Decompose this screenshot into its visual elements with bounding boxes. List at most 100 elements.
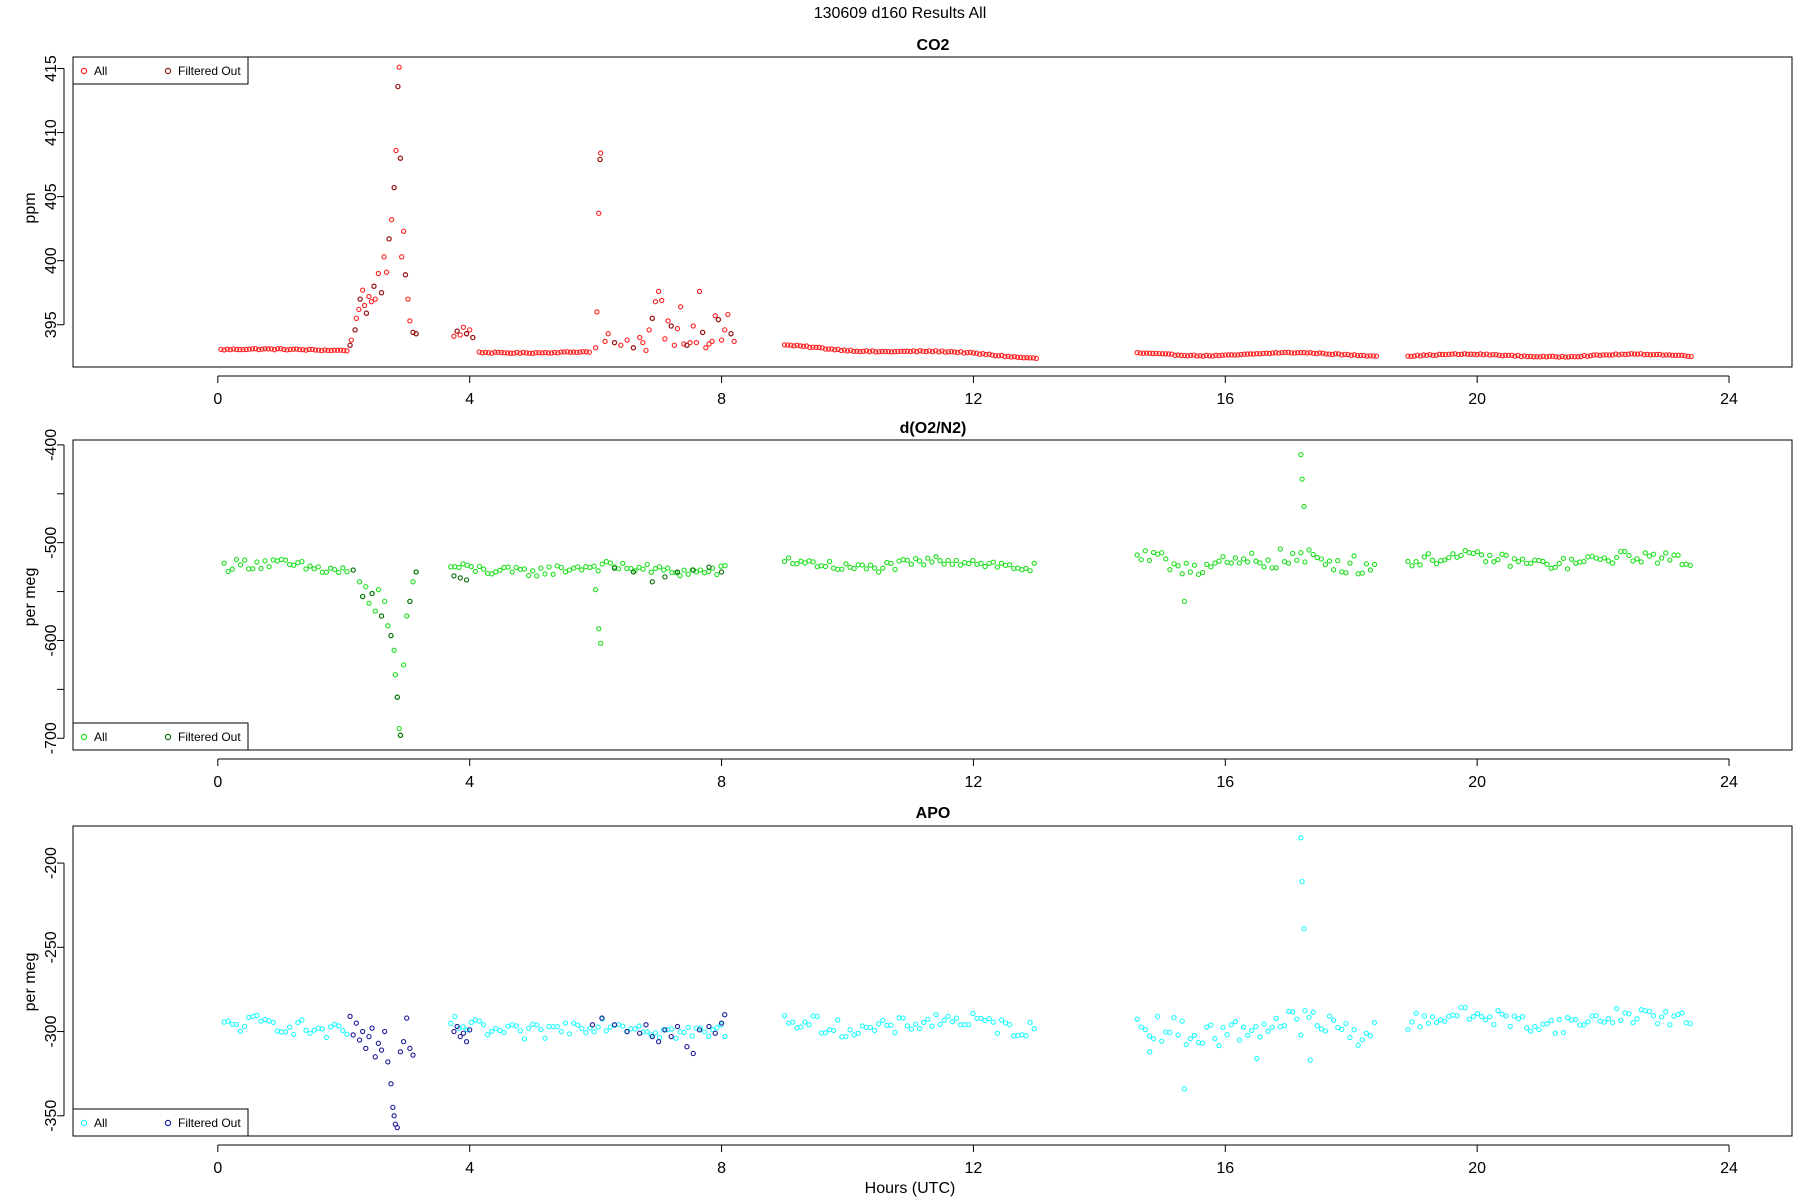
data-point	[718, 1020, 725, 1026]
data-point	[371, 283, 377, 289]
data-point	[1302, 559, 1308, 565]
data-point	[1646, 553, 1653, 559]
data-point	[1487, 1014, 1493, 1020]
data-point	[1285, 560, 1292, 566]
data-point	[237, 1028, 244, 1034]
data-point	[347, 1013, 353, 1020]
data-point	[229, 566, 235, 572]
data-point	[509, 569, 515, 575]
data-point	[690, 1050, 696, 1057]
data-point	[539, 350, 545, 356]
data-point	[1663, 1009, 1669, 1015]
data-point	[1002, 562, 1009, 569]
data-point	[1195, 571, 1202, 578]
data-point	[1552, 1030, 1558, 1036]
data-point	[876, 349, 882, 355]
data-point	[290, 346, 297, 352]
data-point	[592, 345, 599, 351]
data-point	[1330, 1017, 1337, 1023]
data-point	[517, 1028, 524, 1034]
data-point	[1511, 1013, 1517, 1019]
data-point	[714, 1025, 720, 1031]
data-point	[1335, 351, 1342, 357]
data-point	[925, 555, 931, 561]
data-point	[592, 586, 599, 593]
data-point	[1249, 1027, 1255, 1034]
data-point	[1298, 452, 1304, 458]
data-point	[652, 299, 659, 305]
x-tick-label: 16	[1216, 391, 1234, 408]
data-point	[640, 340, 646, 346]
data-point	[1181, 598, 1188, 605]
data-point	[1502, 352, 1509, 358]
data-point	[363, 584, 369, 590]
y-axis-label: ppm	[22, 192, 39, 223]
data-point	[410, 579, 416, 585]
data-point	[932, 348, 939, 354]
data-point	[1630, 558, 1636, 564]
data-point	[548, 350, 555, 356]
data-point	[607, 560, 614, 566]
data-point	[806, 1022, 812, 1028]
data-point	[1002, 354, 1008, 360]
data-point	[1254, 351, 1260, 357]
data-point	[916, 558, 923, 564]
data-point	[640, 566, 646, 572]
data-point	[583, 564, 589, 570]
data-point	[829, 346, 835, 352]
data-point	[1532, 1023, 1538, 1030]
data-point	[1543, 354, 1550, 360]
data-point	[1594, 352, 1600, 358]
data-point	[237, 346, 243, 353]
data-point	[492, 349, 498, 355]
data-point	[1179, 571, 1185, 577]
data-point	[1371, 1020, 1378, 1026]
data-point	[810, 344, 816, 350]
data-point	[1301, 503, 1307, 510]
data-point	[718, 569, 725, 575]
data-point	[1171, 561, 1177, 567]
x-tick-label: 24	[1720, 1160, 1738, 1177]
data-point	[307, 1030, 313, 1036]
data-point	[1245, 1032, 1251, 1038]
data-point	[876, 569, 882, 575]
data-point	[1318, 556, 1324, 562]
data-point	[1429, 557, 1436, 563]
data-point	[1354, 352, 1361, 359]
data-point	[388, 217, 395, 223]
data-point	[463, 331, 470, 337]
data-point	[396, 64, 402, 70]
data-point	[513, 564, 519, 571]
data-point	[385, 1059, 391, 1065]
data-point	[1433, 1019, 1440, 1026]
data-point	[892, 1029, 898, 1036]
data-point	[785, 555, 792, 561]
data-point	[1167, 1029, 1173, 1036]
data-point	[1204, 1024, 1210, 1030]
data-point	[410, 1052, 416, 1058]
data-point	[1326, 1013, 1333, 1019]
data-point	[1688, 353, 1694, 360]
data-point	[1288, 350, 1295, 356]
data-point	[982, 563, 988, 570]
data-point	[341, 347, 347, 354]
data-point	[910, 348, 917, 354]
data-point	[394, 694, 400, 700]
data-point	[1224, 1031, 1230, 1038]
data-point	[1470, 1013, 1477, 1020]
data-point	[835, 1017, 841, 1023]
data-point	[407, 318, 413, 324]
data-point	[1137, 350, 1143, 356]
x-tick-label: 0	[213, 391, 222, 408]
data-point	[1663, 550, 1669, 556]
data-point	[227, 346, 234, 353]
data-point	[728, 331, 734, 337]
data-point	[1503, 552, 1509, 558]
data-point	[1505, 352, 1512, 358]
data-point	[880, 1017, 886, 1024]
data-point	[250, 566, 256, 572]
data-point	[451, 333, 457, 339]
data-point	[456, 564, 462, 571]
data-point	[1626, 552, 1632, 559]
data-point	[271, 347, 278, 353]
